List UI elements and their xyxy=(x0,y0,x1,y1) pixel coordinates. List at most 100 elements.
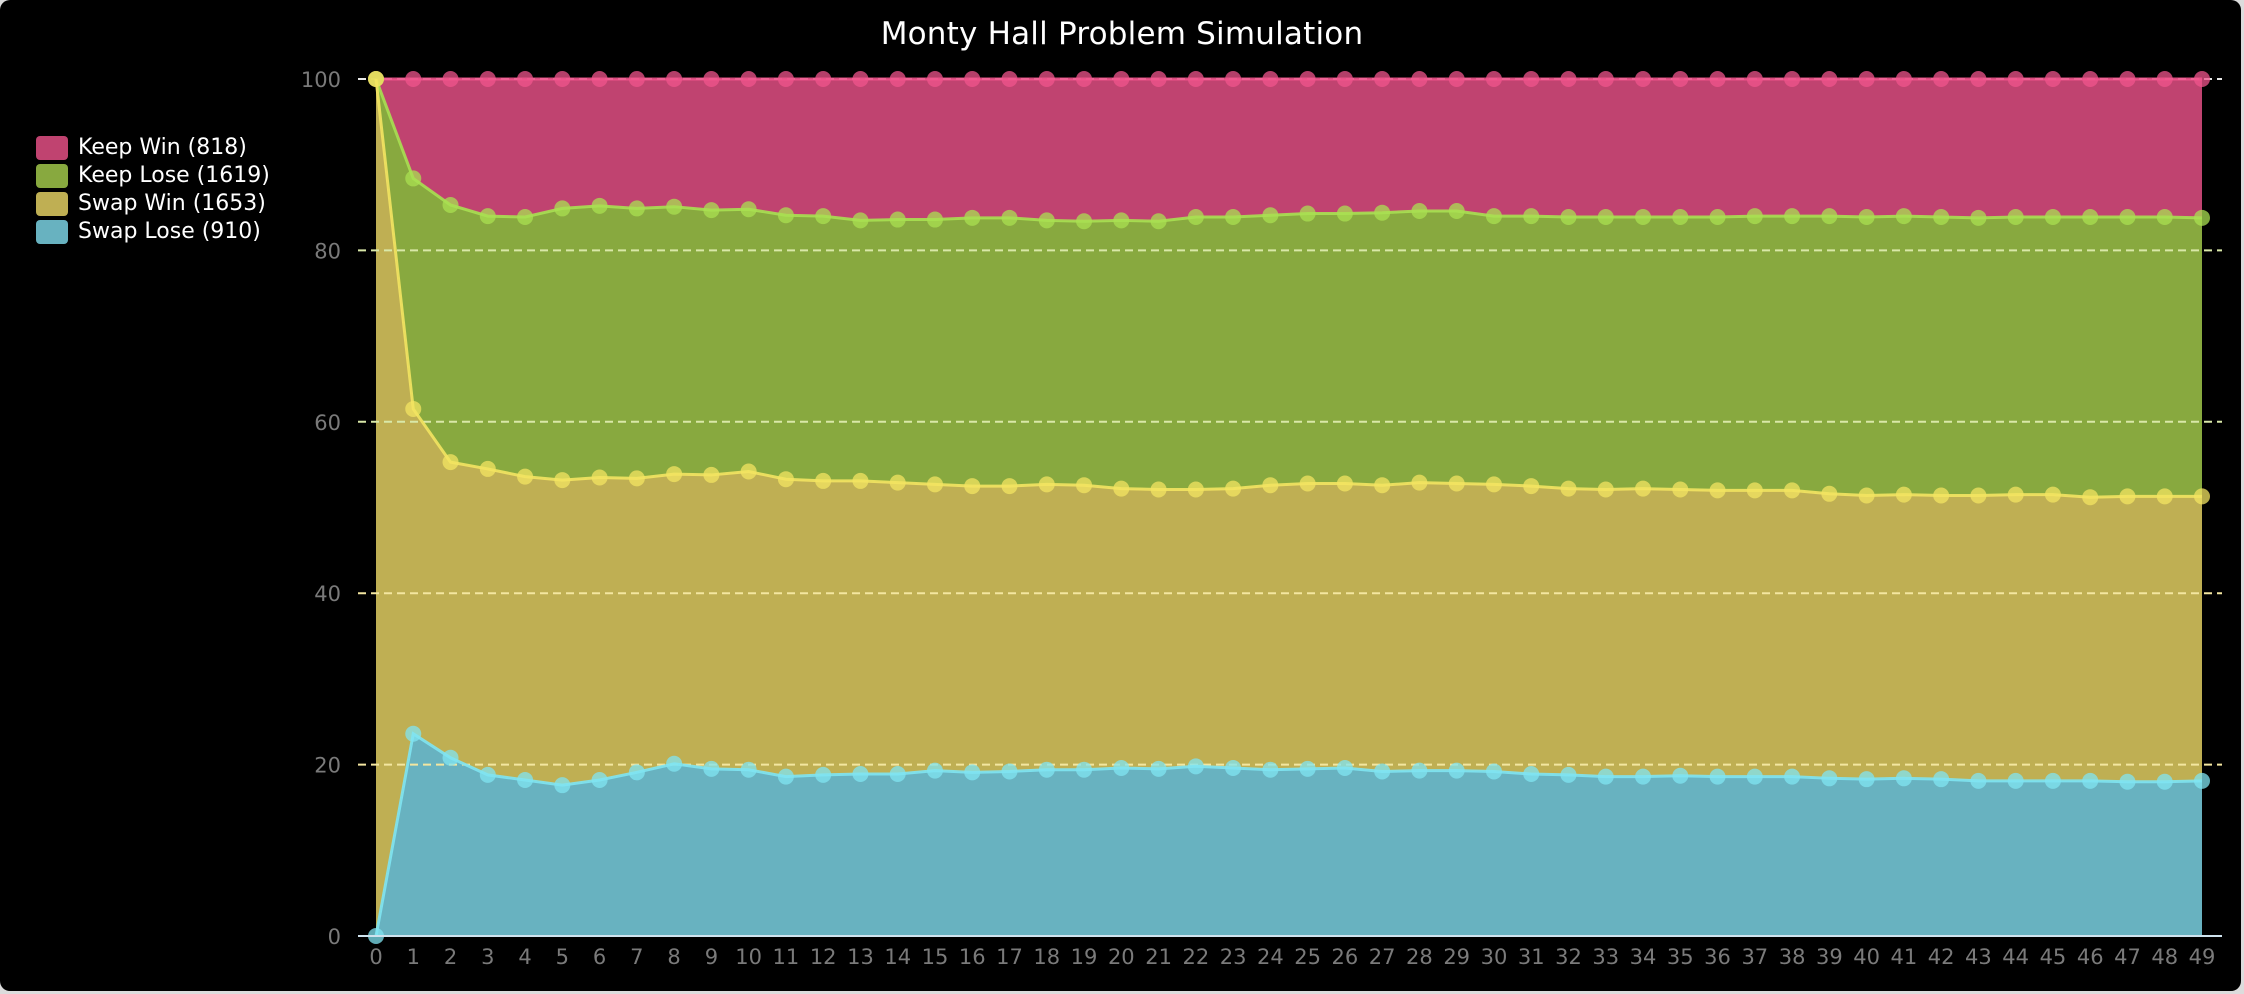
data-point[interactable] xyxy=(1970,209,1987,226)
data-point[interactable] xyxy=(964,478,981,495)
data-point[interactable] xyxy=(628,764,645,781)
data-point[interactable] xyxy=(1001,71,1018,87)
data-point[interactable] xyxy=(517,468,534,485)
data-point[interactable] xyxy=(554,472,571,489)
data-point[interactable] xyxy=(1262,761,1279,778)
data-point[interactable] xyxy=(1299,71,1316,87)
data-point[interactable] xyxy=(964,209,981,226)
data-point[interactable] xyxy=(666,198,683,215)
data-point[interactable] xyxy=(1113,71,1130,87)
data-point[interactable] xyxy=(2194,209,2210,226)
data-point[interactable] xyxy=(2156,71,2173,87)
data-point[interactable] xyxy=(1858,487,1875,504)
data-point[interactable] xyxy=(2194,772,2210,789)
data-point[interactable] xyxy=(1411,474,1428,491)
data-point[interactable] xyxy=(852,71,869,87)
data-point[interactable] xyxy=(2119,71,2136,87)
data-point[interactable] xyxy=(1784,71,1801,87)
data-point[interactable] xyxy=(479,766,496,783)
data-point[interactable] xyxy=(666,466,683,483)
data-point[interactable] xyxy=(2044,71,2061,87)
data-point[interactable] xyxy=(740,463,757,480)
data-point[interactable] xyxy=(1970,487,1987,504)
data-point[interactable] xyxy=(2156,773,2173,790)
data-point[interactable] xyxy=(1076,761,1093,778)
data-point[interactable] xyxy=(1336,760,1353,777)
data-point[interactable] xyxy=(628,200,645,217)
data-point[interactable] xyxy=(1150,760,1167,777)
data-point[interactable] xyxy=(1485,208,1502,225)
data-point[interactable] xyxy=(1858,771,1875,788)
data-point[interactable] xyxy=(2082,208,2099,225)
data-point[interactable] xyxy=(815,208,832,225)
legend-item-swap-win[interactable]: Swap Win (1653) xyxy=(36,190,270,218)
data-point[interactable] xyxy=(1933,71,1950,87)
data-point[interactable] xyxy=(442,71,459,87)
data-point[interactable] xyxy=(1821,71,1838,87)
data-point[interactable] xyxy=(591,197,608,214)
data-point[interactable] xyxy=(852,766,869,783)
data-point[interactable] xyxy=(2007,71,2024,87)
data-point[interactable] xyxy=(591,469,608,486)
data-point[interactable] xyxy=(1076,71,1093,87)
data-point[interactable] xyxy=(1858,71,1875,87)
data-point[interactable] xyxy=(703,202,720,219)
data-point[interactable] xyxy=(1113,760,1130,777)
data-point[interactable] xyxy=(1076,477,1093,494)
legend-item-keep-win[interactable]: Keep Win (818) xyxy=(36,134,270,162)
data-point[interactable] xyxy=(405,725,422,742)
data-point[interactable] xyxy=(2119,773,2136,790)
data-point[interactable] xyxy=(1784,208,1801,225)
data-point[interactable] xyxy=(1374,477,1391,494)
data-point[interactable] xyxy=(1225,208,1242,225)
data-point[interactable] xyxy=(1336,71,1353,87)
data-point[interactable] xyxy=(1635,71,1652,87)
data-point[interactable] xyxy=(1262,71,1279,87)
data-point[interactable] xyxy=(1374,71,1391,87)
data-point[interactable] xyxy=(2044,486,2061,503)
data-point[interactable] xyxy=(1113,480,1130,497)
data-point[interactable] xyxy=(591,71,608,87)
data-point[interactable] xyxy=(405,400,422,417)
data-point[interactable] xyxy=(964,764,981,781)
data-point[interactable] xyxy=(442,196,459,213)
data-point[interactable] xyxy=(2007,772,2024,789)
data-point[interactable] xyxy=(1411,202,1428,219)
data-point[interactable] xyxy=(703,466,720,483)
data-point[interactable] xyxy=(1635,768,1652,785)
data-point[interactable] xyxy=(1299,475,1316,492)
data-point[interactable] xyxy=(1038,761,1055,778)
data-point[interactable] xyxy=(1560,208,1577,225)
data-point[interactable] xyxy=(1895,486,1912,503)
data-point[interactable] xyxy=(926,476,943,493)
data-point[interactable] xyxy=(1709,482,1726,499)
data-point[interactable] xyxy=(1411,762,1428,779)
data-point[interactable] xyxy=(1336,205,1353,222)
data-point[interactable] xyxy=(666,71,683,87)
data-point[interactable] xyxy=(1560,480,1577,497)
data-point[interactable] xyxy=(740,201,757,218)
data-point[interactable] xyxy=(1560,766,1577,783)
data-point[interactable] xyxy=(1933,771,1950,788)
data-point[interactable] xyxy=(1523,766,1540,783)
data-point[interactable] xyxy=(1821,485,1838,502)
data-point[interactable] xyxy=(1411,71,1428,87)
data-point[interactable] xyxy=(740,71,757,87)
data-point[interactable] xyxy=(405,170,422,187)
data-point[interactable] xyxy=(1225,480,1242,497)
data-point[interactable] xyxy=(1895,770,1912,787)
data-point[interactable] xyxy=(1933,487,1950,504)
data-point[interactable] xyxy=(1150,71,1167,87)
data-point[interactable] xyxy=(628,470,645,487)
data-point[interactable] xyxy=(1038,212,1055,229)
data-point[interactable] xyxy=(1225,760,1242,777)
data-point[interactable] xyxy=(926,762,943,779)
data-point[interactable] xyxy=(889,766,906,783)
data-point[interactable] xyxy=(777,768,794,785)
data-point[interactable] xyxy=(1187,758,1204,775)
data-point[interactable] xyxy=(2156,488,2173,505)
data-point[interactable] xyxy=(2194,71,2210,87)
data-point[interactable] xyxy=(442,749,459,766)
data-point[interactable] xyxy=(1709,768,1726,785)
data-point[interactable] xyxy=(1784,768,1801,785)
